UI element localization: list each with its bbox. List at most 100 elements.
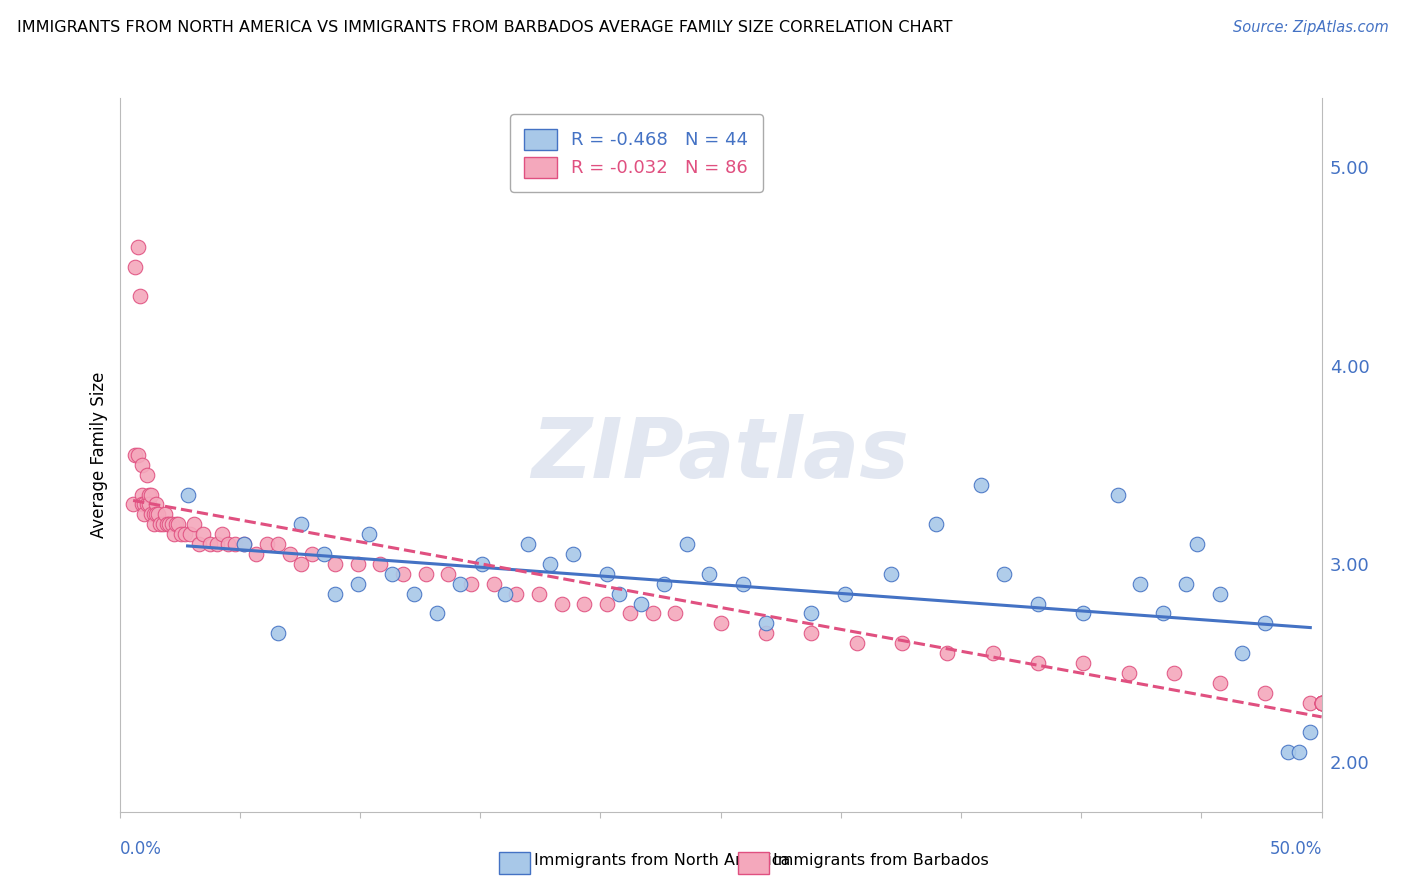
- Point: [381, 566, 404, 581]
- Point: [1152, 607, 1174, 621]
- Point: [141, 508, 163, 522]
- Point: [1310, 696, 1333, 710]
- Point: [1288, 745, 1310, 759]
- Point: [1107, 487, 1129, 501]
- Point: [141, 487, 163, 501]
- Point: [1185, 537, 1208, 551]
- Point: [211, 527, 233, 541]
- Point: [129, 289, 152, 303]
- Point: [879, 566, 901, 581]
- Point: [471, 557, 494, 571]
- Point: [142, 517, 165, 532]
- Point: [596, 566, 619, 581]
- Point: [664, 607, 686, 621]
- Text: ZIPatlas: ZIPatlas: [531, 415, 910, 495]
- Point: [187, 537, 209, 551]
- Point: [124, 260, 146, 274]
- Text: 50.0%: 50.0%: [1270, 840, 1322, 858]
- Point: [562, 547, 585, 561]
- Point: [149, 517, 172, 532]
- Point: [1299, 725, 1322, 739]
- Point: [167, 517, 190, 532]
- Point: [200, 537, 222, 551]
- Point: [891, 636, 914, 650]
- Point: [323, 557, 346, 571]
- Point: [755, 616, 778, 631]
- Point: [1310, 696, 1333, 710]
- Point: [134, 498, 156, 512]
- Point: [482, 576, 505, 591]
- Point: [993, 566, 1015, 581]
- Point: [1310, 696, 1333, 710]
- Point: [290, 557, 312, 571]
- Point: [675, 537, 697, 551]
- Point: [193, 527, 215, 541]
- Point: [404, 587, 426, 601]
- Point: [1208, 676, 1230, 690]
- Point: [936, 646, 959, 660]
- Text: Immigrants from Barbados: Immigrants from Barbados: [773, 854, 988, 868]
- Point: [176, 487, 198, 501]
- Point: [301, 547, 323, 561]
- Point: [153, 508, 176, 522]
- Point: [1208, 587, 1230, 601]
- Point: [845, 636, 868, 650]
- Point: [551, 597, 574, 611]
- Point: [1232, 646, 1254, 660]
- Point: [652, 576, 675, 591]
- Point: [131, 498, 153, 512]
- Point: [1310, 696, 1333, 710]
- Point: [183, 517, 205, 532]
- Point: [709, 616, 731, 631]
- Point: [165, 517, 187, 532]
- Point: [574, 597, 596, 611]
- Point: [160, 517, 183, 532]
- Point: [233, 537, 256, 551]
- Point: [346, 576, 368, 591]
- Point: [800, 607, 823, 621]
- Point: [131, 487, 153, 501]
- Point: [1174, 576, 1197, 591]
- Point: [800, 626, 823, 640]
- Point: [415, 566, 437, 581]
- Point: [267, 626, 290, 640]
- Point: [135, 498, 157, 512]
- Point: [170, 527, 193, 541]
- Point: [437, 566, 460, 581]
- Point: [131, 458, 153, 472]
- Point: [124, 448, 146, 462]
- Text: 0.0%: 0.0%: [120, 840, 162, 858]
- Point: [323, 587, 346, 601]
- Point: [156, 517, 179, 532]
- Point: [1073, 607, 1095, 621]
- Point: [179, 527, 201, 541]
- Point: [925, 517, 948, 532]
- Point: [1310, 696, 1333, 710]
- Point: [697, 566, 720, 581]
- Point: [494, 587, 516, 601]
- Point: [145, 498, 167, 512]
- Point: [346, 557, 368, 571]
- Point: [278, 547, 301, 561]
- Point: [607, 587, 630, 601]
- Point: [267, 537, 290, 551]
- Legend: R = -0.468   N = 44, R = -0.032   N = 86: R = -0.468 N = 44, R = -0.032 N = 86: [510, 114, 763, 192]
- Point: [1310, 696, 1333, 710]
- Point: [733, 576, 755, 591]
- Point: [145, 508, 167, 522]
- Point: [217, 537, 239, 551]
- Point: [641, 607, 664, 621]
- Point: [370, 557, 392, 571]
- Point: [596, 597, 619, 611]
- Point: [138, 487, 160, 501]
- Point: [290, 517, 312, 532]
- Point: [426, 607, 449, 621]
- Point: [1129, 576, 1152, 591]
- Point: [1254, 686, 1277, 700]
- Point: [970, 477, 993, 491]
- Point: [152, 517, 174, 532]
- Text: Immigrants from North America: Immigrants from North America: [534, 854, 790, 868]
- Point: [540, 557, 562, 571]
- Point: [460, 576, 482, 591]
- Point: [357, 527, 380, 541]
